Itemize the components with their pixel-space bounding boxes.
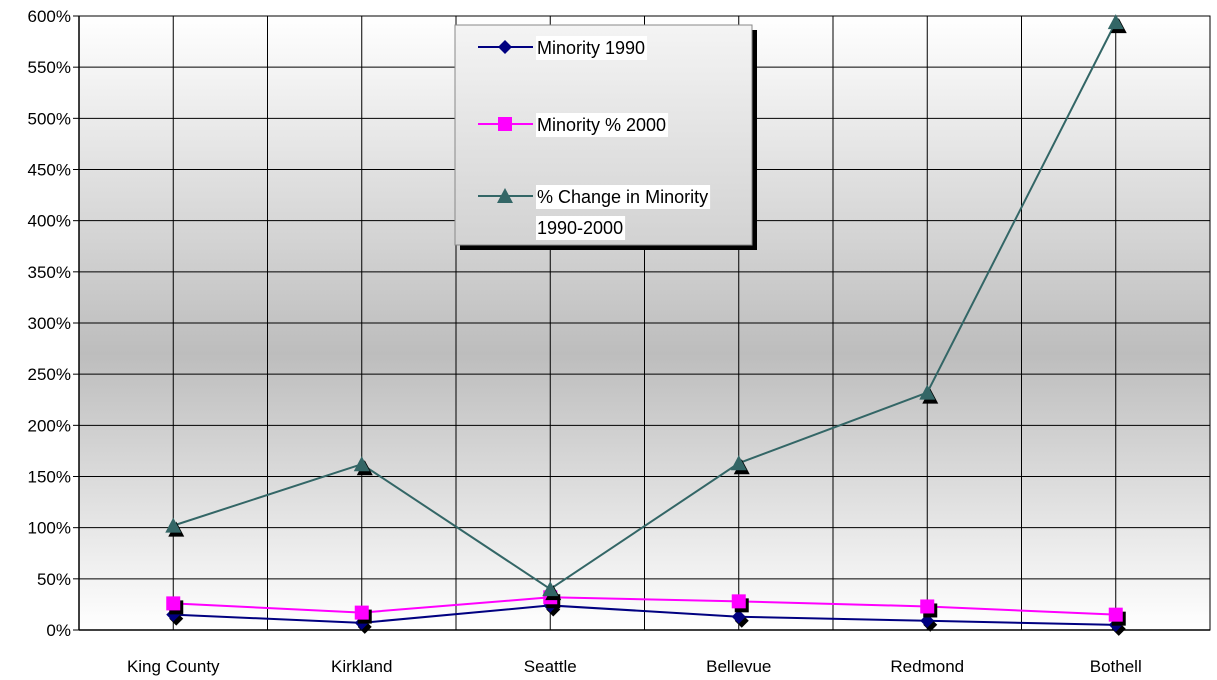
y-tick-label: 550% bbox=[28, 58, 71, 77]
legend-label-2: 1990-2000 bbox=[537, 218, 623, 238]
data-point-1-shape bbox=[1108, 607, 1123, 622]
data-point-2 bbox=[542, 581, 562, 601]
x-tick-label: King County bbox=[127, 657, 220, 676]
data-point-1 bbox=[731, 594, 749, 613]
y-tick-label: 600% bbox=[28, 7, 71, 26]
data-point-2-shape bbox=[919, 384, 936, 400]
x-tick-label: Bothell bbox=[1090, 657, 1142, 676]
series-line-0 bbox=[173, 604, 1116, 626]
legend: Minority 1990 Minority % 2000 % Change in … bbox=[454, 24, 757, 250]
data-point-1-shape bbox=[731, 594, 746, 609]
legend-marker-1-shape bbox=[498, 117, 512, 131]
legend-marker-0-shape bbox=[498, 40, 512, 54]
data-point-2-shape bbox=[542, 581, 559, 597]
data-point-1-shape bbox=[920, 599, 935, 614]
data-point-2-shape bbox=[730, 455, 747, 471]
data-point-1-shape bbox=[354, 605, 369, 620]
data-point-1 bbox=[166, 596, 184, 615]
y-tick-label: 0% bbox=[46, 621, 71, 640]
data-point-1 bbox=[1108, 607, 1126, 626]
data-point-2 bbox=[165, 517, 185, 537]
data-point-0 bbox=[731, 609, 749, 628]
data-point-0-shape bbox=[731, 609, 746, 624]
legend-label-1: Minority % 2000 bbox=[537, 115, 666, 135]
y-tick-label: 400% bbox=[28, 212, 71, 231]
y-tick-label: 100% bbox=[28, 519, 71, 538]
data-point-2-shape bbox=[165, 517, 182, 533]
x-tick-label: Bellevue bbox=[706, 657, 771, 676]
legend-marker-0 bbox=[498, 40, 512, 54]
data-point-2 bbox=[730, 455, 750, 475]
legend-label-bg bbox=[536, 113, 669, 137]
y-tick-label: 500% bbox=[28, 109, 71, 128]
data-point-2-shape bbox=[353, 456, 370, 472]
data-point-2-shape bbox=[1107, 14, 1124, 30]
data-point-1-shape bbox=[166, 596, 181, 611]
legend-marker-2-shape bbox=[497, 188, 513, 203]
series-line-2 bbox=[172, 21, 1117, 591]
y-tick-label: 250% bbox=[28, 365, 71, 384]
x-tick-label: Redmond bbox=[890, 657, 964, 676]
y-tick-label: 300% bbox=[28, 314, 71, 333]
legend-marker-2 bbox=[497, 188, 513, 203]
series-line-1 bbox=[173, 596, 1116, 616]
data-point-2 bbox=[1107, 14, 1127, 34]
data-point-2 bbox=[919, 384, 939, 404]
legend-label-bg bbox=[536, 216, 626, 240]
x-tick-label: Seattle bbox=[524, 657, 577, 676]
x-tick-label: Kirkland bbox=[331, 657, 392, 676]
legend-label-bg bbox=[536, 185, 711, 209]
legend-label-2: % Change in Minority bbox=[537, 187, 708, 207]
y-tick-label: 450% bbox=[28, 161, 71, 180]
y-tick-label: 150% bbox=[28, 468, 71, 487]
data-point-2 bbox=[353, 456, 373, 476]
data-point-1 bbox=[920, 599, 938, 618]
y-tick-label: 50% bbox=[37, 570, 71, 589]
y-tick-label: 350% bbox=[28, 263, 71, 282]
legend-marker-1 bbox=[498, 117, 512, 131]
legend-label-bg bbox=[536, 36, 648, 60]
data-point-1 bbox=[354, 605, 372, 624]
y-tick-label: 200% bbox=[28, 416, 71, 435]
legend-label-0: Minority 1990 bbox=[537, 38, 645, 58]
